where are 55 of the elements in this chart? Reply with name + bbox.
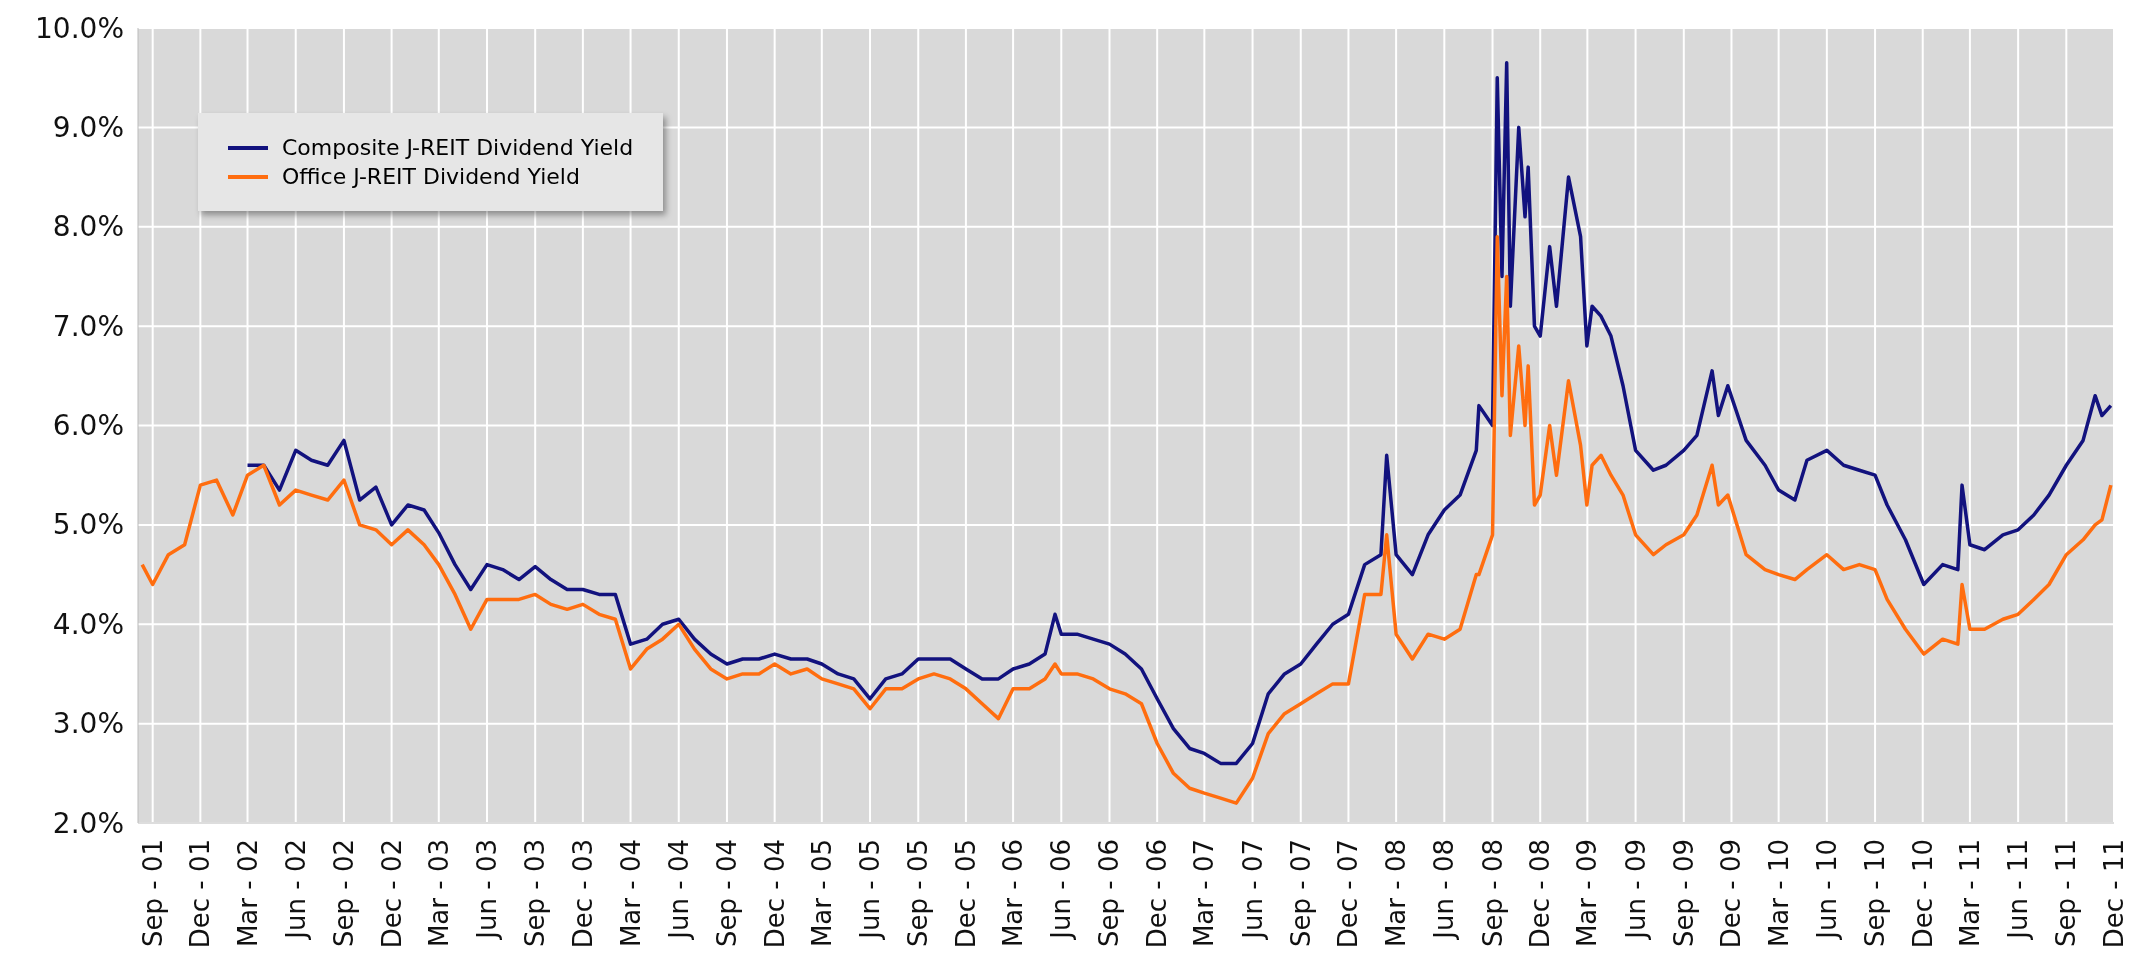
x-tick-label: Jun - 09 [1620,839,1651,941]
y-tick-label: 4.0% [52,607,124,641]
x-tick-label: Sep - 03 [520,839,551,947]
x-tick-label: Mar - 04 [615,839,646,948]
y-tick-label: 10.0% [35,11,124,45]
x-tick-label: Dec - 06 [1142,839,1173,949]
x-tick-label: Dec - 08 [1525,839,1556,949]
x-tick-label: Sep - 02 [328,839,359,947]
x-tick-label: Jun - 07 [1237,839,1268,941]
x-tick-label: Sep - 10 [1860,839,1891,947]
x-tick-label: Jun - 10 [1811,839,1842,941]
x-tick-label: Mar - 10 [1763,839,1794,948]
x-tick-label: Dec - 05 [950,839,981,949]
y-tick-label: 8.0% [52,210,124,244]
x-tick-label: Sep - 06 [1094,839,1125,947]
y-tick-label: 9.0% [52,110,124,144]
y-tick-label: 5.0% [52,508,124,542]
line-series [140,234,2113,805]
x-tick-label: Mar - 11 [1954,839,1985,948]
x-tick-label: Dec - 11 [2099,839,2129,949]
legend-label: Office J-REIT Dividend Yield [282,164,580,189]
x-tick-label: Sep - 05 [903,839,934,947]
y-tick-label: 7.0% [52,309,124,343]
x-tick-label: Sep - 04 [711,839,742,947]
legend-label: Composite J-REIT Dividend Yield [282,135,634,160]
x-tick-label: Sep - 09 [1668,839,1699,947]
x-tick-label: Mar - 03 [423,839,454,948]
x-tick-label: Dec - 09 [1716,839,1747,949]
x-tick-label: Mar - 07 [1189,839,1220,948]
x-tick-label: Jun - 06 [1046,839,1077,941]
x-tick-label: Dec - 01 [185,839,216,949]
line-series [245,61,2113,766]
x-tick-label: Sep - 01 [137,839,168,947]
x-tick-label: Dec - 07 [1333,839,1364,949]
x-tick-label: Dec - 03 [567,839,598,949]
x-tick-label: Mar - 05 [806,839,837,948]
x-tick-label: Jun - 11 [2003,839,2034,941]
x-tick-label: Mar - 06 [998,839,1029,948]
x-tick-label: Jun - 02 [280,839,311,941]
x-tick-label: Sep - 08 [1477,839,1508,947]
x-tick-label: Mar - 02 [232,839,263,948]
x-tick-label: Jun - 04 [663,839,694,941]
x-tick-label: Jun - 03 [471,839,502,941]
y-tick-label: 2.0% [52,806,124,840]
y-tick-label: 3.0% [52,707,124,741]
x-tick-label: Sep - 07 [1285,839,1316,947]
x-tick-label: Jun - 08 [1429,839,1460,941]
x-tick-label: Dec - 04 [759,839,790,949]
x-tick-label: Mar - 09 [1572,839,1603,948]
x-tick-label: Dec - 02 [376,839,407,949]
x-tick-label: Dec - 10 [1907,839,1938,949]
y-tick-label: 6.0% [52,409,124,442]
x-tick-label: Jun - 05 [855,839,886,941]
x-tick-label: Mar - 08 [1381,839,1412,948]
x-tick-label: Sep - 11 [2051,839,2082,947]
